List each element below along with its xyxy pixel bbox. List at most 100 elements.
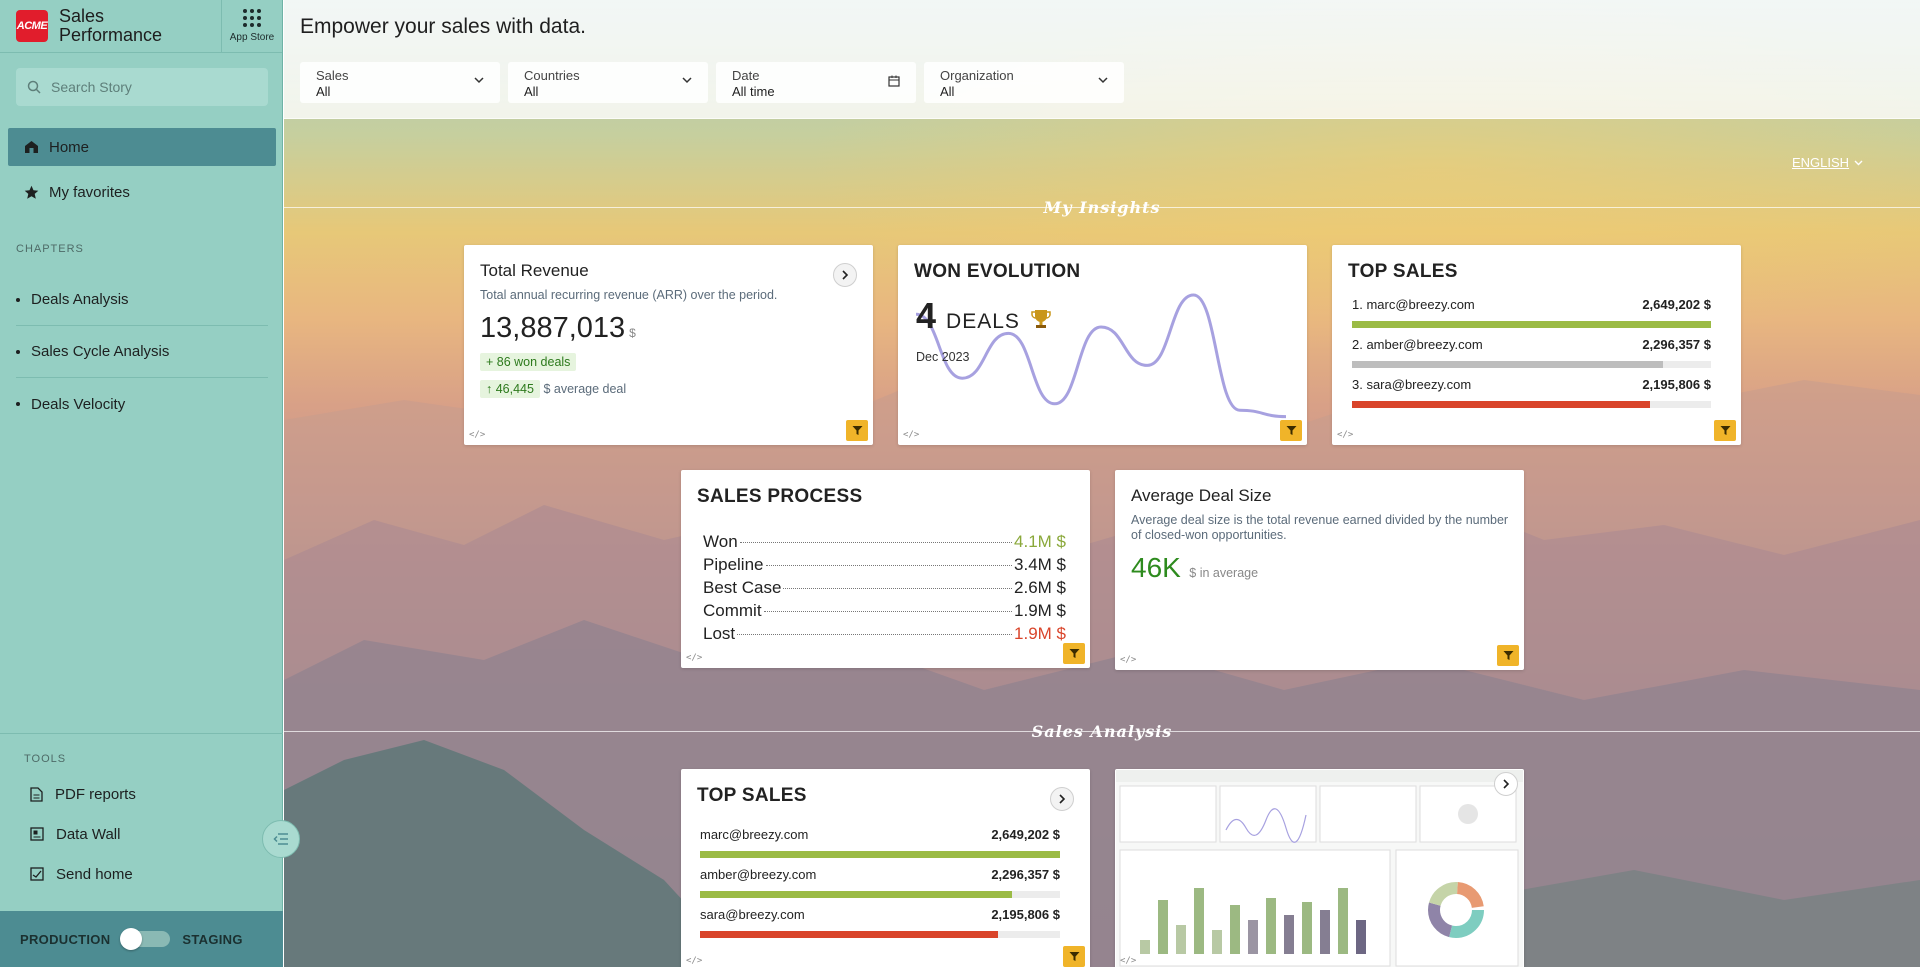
won-deals-count: 4 bbox=[916, 295, 937, 336]
chevron-right-icon bbox=[1058, 794, 1065, 804]
code-icon[interactable]: </> bbox=[686, 956, 703, 966]
process-row-commit: Commit 1.9M $ bbox=[703, 601, 1066, 621]
avg-deal-value-row: 46K $ in average bbox=[1131, 552, 1258, 584]
seller-name: amber@breezy.com bbox=[700, 867, 817, 882]
seller-name: 3. sara@breezy.com bbox=[1352, 377, 1472, 392]
card-total-revenue: Total Revenue Total annual recurring rev… bbox=[464, 245, 873, 445]
trophy-icon bbox=[1031, 310, 1051, 328]
code-icon[interactable]: </> bbox=[1120, 956, 1137, 966]
process-row-best-case: Best Case 2.6M $ bbox=[703, 578, 1066, 598]
code-icon[interactable]: </> bbox=[1337, 430, 1354, 440]
avg-deal-label: $ in average bbox=[1189, 566, 1259, 580]
top-filter-bar: Empower your sales with data. Sales All … bbox=[284, 0, 1920, 119]
filter-value: All bbox=[316, 84, 331, 99]
filter-value: All time bbox=[732, 84, 775, 99]
card-top-sales: TOP SALES 1. marc@breezy.com 2,649,202 $ … bbox=[1332, 245, 1741, 445]
filter-button[interactable] bbox=[1280, 420, 1302, 441]
env-toggle[interactable] bbox=[120, 928, 171, 950]
won-evolution-sparkline bbox=[916, 293, 1286, 419]
filter-button[interactable] bbox=[846, 420, 868, 441]
filter-button[interactable] bbox=[1497, 645, 1519, 666]
funnel-icon bbox=[1720, 426, 1730, 435]
nav-home[interactable]: Home bbox=[8, 128, 276, 166]
chevron-right-icon bbox=[1502, 779, 1509, 789]
tool-send-home[interactable]: Send home bbox=[30, 862, 133, 886]
seller-bar-track bbox=[1352, 361, 1711, 368]
card-top-sales-analysis: TOP SALES marc@breezy.com 2,649,202 $ amb… bbox=[681, 769, 1090, 967]
process-value: 1.9M $ bbox=[1014, 624, 1066, 643]
filter-value: All bbox=[524, 84, 539, 99]
card-title: TOP SALES bbox=[1348, 261, 1458, 282]
seller-bar-track bbox=[700, 931, 1060, 938]
sidebar-header: ACME Sales Performance App Store bbox=[0, 0, 282, 53]
tool-label: Data Wall bbox=[56, 825, 121, 843]
seller-value: 2,649,202 $ bbox=[991, 827, 1060, 842]
filter-button[interactable] bbox=[1063, 643, 1085, 664]
acme-logo[interactable]: ACME bbox=[16, 10, 48, 42]
code-icon[interactable]: </> bbox=[686, 653, 703, 663]
avg-deal-value: 46K bbox=[1131, 552, 1181, 583]
seller-bar-track bbox=[1352, 401, 1711, 408]
process-row-pipeline: Pipeline 3.4M $ bbox=[703, 555, 1066, 575]
seller-name: 2. amber@breezy.com bbox=[1352, 337, 1483, 352]
code-icon[interactable]: </> bbox=[903, 430, 920, 440]
seller-bar bbox=[1352, 401, 1650, 408]
filter-organization[interactable]: Organization All bbox=[924, 62, 1124, 103]
chevron-down-icon bbox=[1098, 77, 1108, 84]
process-value: 3.4M $ bbox=[1014, 555, 1066, 574]
section-title-analysis: Sales Analysis bbox=[1031, 722, 1173, 741]
won-deals-badge: + 86 won deals bbox=[480, 353, 577, 371]
filter-button[interactable] bbox=[1063, 946, 1085, 967]
tool-label: Send home bbox=[56, 865, 133, 883]
seller-bar bbox=[1352, 361, 1664, 368]
process-row-won: Won 4.1M $ bbox=[703, 532, 1066, 552]
chapter-sales-cycle-analysis[interactable]: Sales Cycle Analysis bbox=[16, 326, 268, 378]
filter-label: Date bbox=[732, 68, 760, 83]
section-title-insights: My Insights bbox=[1043, 198, 1161, 217]
funnel-icon bbox=[1286, 426, 1296, 435]
top-sales-row-1: 1. marc@breezy.com 2,649,202 $ bbox=[1352, 297, 1711, 312]
nav-favorites-label: My favorites bbox=[49, 183, 130, 201]
filter-label: Countries bbox=[524, 68, 580, 83]
chapter-deals-velocity[interactable]: Deals Velocity bbox=[16, 378, 268, 430]
mountain-background bbox=[284, 360, 1920, 967]
filter-button[interactable] bbox=[1714, 420, 1736, 441]
app-store-button[interactable]: App Store bbox=[221, 0, 282, 52]
tool-data-wall[interactable]: Data Wall bbox=[30, 822, 120, 846]
card-title: Total Revenue bbox=[480, 261, 589, 280]
card-description: Total annual recurring revenue (ARR) ove… bbox=[480, 288, 778, 302]
sidebar: ACME Sales Performance App Store Home My… bbox=[0, 0, 283, 967]
open-details-button[interactable] bbox=[833, 263, 857, 287]
filter-date[interactable]: Date All time bbox=[716, 62, 916, 103]
dashboard-thumbnail-image bbox=[1116, 770, 1523, 967]
grid-icon bbox=[243, 9, 261, 27]
tools-divider bbox=[0, 733, 283, 734]
environment-switch: PRODUCTION STAGING bbox=[0, 911, 283, 967]
chapter-deals-analysis[interactable]: Deals Analysis bbox=[16, 274, 268, 326]
language-selector[interactable]: ENGLISH bbox=[1792, 155, 1863, 170]
app-title: Sales Performance bbox=[59, 6, 163, 45]
avg-deal-pill: ↑ 46,445 bbox=[480, 380, 540, 398]
collapse-sidebar-button[interactable] bbox=[262, 820, 300, 858]
main-area: Empower your sales with data. Sales All … bbox=[284, 0, 1920, 967]
nav-favorites[interactable]: My favorites bbox=[8, 173, 276, 211]
tool-pdf-reports[interactable]: PDF reports bbox=[30, 782, 136, 806]
won-count-row: 4 DEALS bbox=[916, 295, 1052, 337]
card-dashboard-preview[interactable]: </> bbox=[1115, 769, 1524, 967]
card-title: SALES PROCESS bbox=[697, 486, 863, 507]
open-details-button[interactable] bbox=[1050, 787, 1074, 811]
avg-deal-label: $ average deal bbox=[543, 382, 627, 396]
code-icon[interactable]: </> bbox=[1120, 655, 1137, 665]
process-label: Won bbox=[703, 532, 738, 551]
filter-countries[interactable]: Countries All bbox=[508, 62, 708, 103]
filter-sales[interactable]: Sales All bbox=[300, 62, 500, 103]
code-icon[interactable]: </> bbox=[469, 430, 486, 440]
funnel-icon bbox=[852, 426, 862, 435]
dashboard-thumbnail bbox=[1116, 770, 1523, 967]
top-sales-row-3: 3. sara@breezy.com 2,195,806 $ bbox=[1352, 377, 1711, 392]
search-input[interactable] bbox=[51, 79, 251, 95]
process-label: Lost bbox=[703, 624, 736, 643]
seller-value: 2,296,357 $ bbox=[1642, 337, 1711, 352]
process-value: 1.9M $ bbox=[1014, 601, 1066, 620]
open-details-button[interactable] bbox=[1494, 772, 1518, 796]
